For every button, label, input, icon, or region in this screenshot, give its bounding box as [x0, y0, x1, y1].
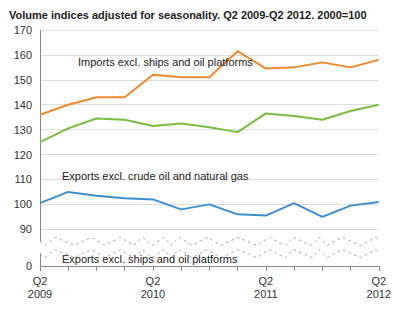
svg-text:110: 110 [14, 173, 32, 185]
svg-text:Q2: Q2 [371, 275, 386, 287]
svg-text:160: 160 [14, 49, 32, 61]
svg-text:2009: 2009 [28, 288, 52, 300]
svg-text:2010: 2010 [141, 288, 165, 300]
svg-text:90: 90 [20, 223, 32, 235]
svg-text:Volume indices adjusted for se: Volume indices adjusted for seasonality.… [9, 9, 367, 21]
svg-text:Q2: Q2 [258, 275, 273, 287]
svg-text:130: 130 [14, 124, 32, 136]
svg-text:170: 170 [14, 24, 32, 36]
svg-text:120: 120 [14, 149, 32, 161]
svg-text:100: 100 [14, 198, 32, 210]
svg-text:Q2: Q2 [33, 275, 48, 287]
svg-text:Imports excl. ships and oil pl: Imports excl. ships and oil platforms [78, 56, 253, 68]
svg-text:2011: 2011 [254, 288, 278, 300]
svg-text:2012: 2012 [367, 288, 391, 300]
svg-text:Exports excl. crude oil and na: Exports excl. crude oil and natural gas [62, 170, 249, 182]
svg-text:Q2: Q2 [146, 275, 161, 287]
svg-text:150: 150 [14, 74, 32, 86]
svg-text:140: 140 [14, 99, 32, 111]
svg-text:Exports excl. ships and oil pl: Exports excl. ships and oil platforms [62, 253, 238, 265]
svg-text:0: 0 [26, 260, 32, 272]
